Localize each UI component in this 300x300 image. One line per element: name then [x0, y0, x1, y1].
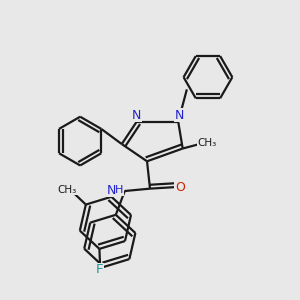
Text: F: F [96, 263, 104, 276]
Text: CH₃: CH₃ [197, 138, 216, 148]
Text: N: N [175, 109, 184, 122]
Text: N: N [106, 184, 116, 196]
Text: H: H [115, 185, 123, 195]
Text: O: O [175, 181, 185, 194]
Text: N: N [132, 109, 141, 122]
Text: CH₃: CH₃ [58, 185, 77, 195]
